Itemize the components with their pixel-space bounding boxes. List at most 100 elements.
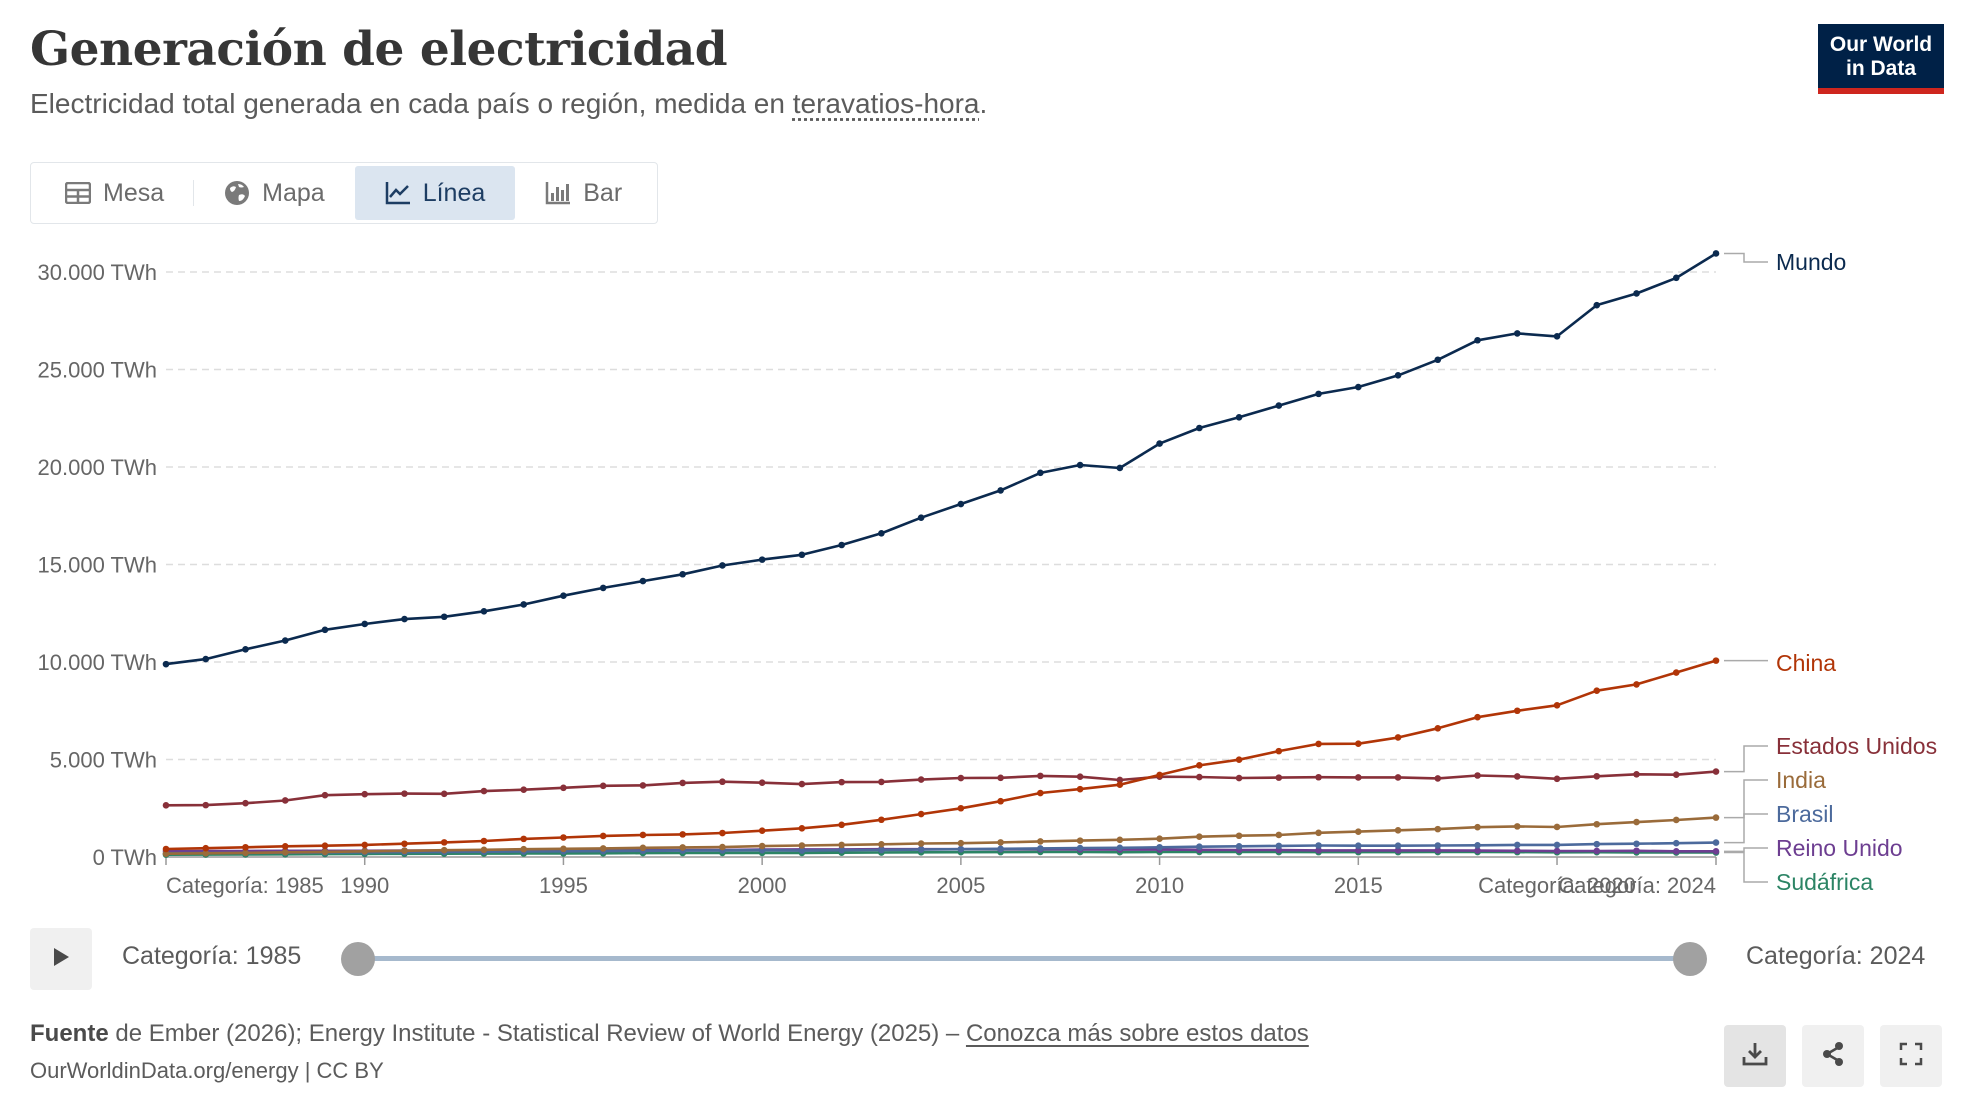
- data-point: [401, 790, 408, 797]
- tab-mesa[interactable]: Mesa: [35, 166, 195, 220]
- x-tick-label: 2015: [1334, 873, 1383, 898]
- data-point: [1712, 768, 1720, 775]
- data-point: [1394, 734, 1402, 741]
- data-point: [1394, 372, 1402, 379]
- data-point: [917, 846, 925, 853]
- fullscreen-button[interactable]: [1880, 1025, 1942, 1087]
- data-point: [997, 487, 1004, 494]
- series-label: India: [1776, 767, 1826, 793]
- data-point: [1156, 440, 1163, 447]
- data-point: [480, 837, 488, 845]
- data-point: [1235, 774, 1243, 782]
- data-point: [878, 778, 885, 786]
- data-point: [1553, 841, 1561, 849]
- data-point: [957, 839, 965, 847]
- data-point: [1672, 771, 1680, 779]
- data-point: [1474, 842, 1481, 849]
- share-button[interactable]: [1802, 1025, 1864, 1087]
- data-point: [1513, 773, 1521, 780]
- data-point: [1513, 330, 1521, 337]
- tab-bar[interactable]: Bar: [515, 166, 652, 220]
- data-point: [1196, 773, 1203, 781]
- data-point: [1712, 814, 1720, 821]
- data-point: [1355, 740, 1362, 748]
- data-point: [1196, 762, 1203, 769]
- data-point: [639, 577, 647, 585]
- data-point: [957, 500, 965, 508]
- tab-linea[interactable]: Línea: [354, 166, 516, 220]
- series-label: China: [1776, 650, 1836, 676]
- data-point: [1076, 844, 1084, 852]
- data-point: [401, 840, 408, 848]
- data-point: [281, 849, 289, 856]
- teravatios-hora-link[interactable]: teravatios-hora: [792, 88, 980, 119]
- data-point: [440, 839, 448, 846]
- data-point: [1593, 772, 1601, 780]
- data-point: [1434, 356, 1442, 364]
- tab-mapa[interactable]: Mapa: [194, 166, 355, 220]
- data-point: [520, 601, 527, 608]
- data-point: [1474, 336, 1481, 344]
- data-point: [1235, 842, 1243, 850]
- data-point: [1076, 837, 1084, 844]
- data-point: [878, 816, 885, 824]
- label-connector: [1724, 813, 1768, 844]
- data-point: [599, 845, 607, 852]
- data-point: [917, 810, 925, 818]
- owid-logo[interactable]: Our World in Data: [1818, 24, 1944, 94]
- series-label: Mundo: [1776, 249, 1846, 275]
- data-point: [719, 778, 726, 786]
- data-point: [1076, 461, 1084, 469]
- data-point: [1315, 773, 1322, 781]
- data-point: [1196, 843, 1203, 850]
- y-tick-label: 5.000 TWh: [50, 748, 157, 773]
- data-point: [1593, 301, 1601, 309]
- data-point: [1355, 828, 1362, 835]
- y-tick-label: 10.000 TWh: [38, 650, 157, 675]
- data-point: [1672, 274, 1680, 282]
- data-point: [1235, 413, 1243, 421]
- data-point: [1355, 383, 1362, 391]
- play-icon: [52, 947, 70, 972]
- data-point: [1633, 818, 1640, 826]
- download-button[interactable]: [1724, 1025, 1786, 1087]
- data-point: [878, 846, 885, 854]
- globe-icon: [224, 180, 250, 206]
- data-point: [242, 843, 249, 851]
- data-point: [1672, 816, 1680, 824]
- data-point: [1235, 756, 1243, 763]
- data-point: [440, 846, 448, 854]
- data-point: [520, 786, 527, 794]
- x-edge-label: Categoría: 1985: [166, 873, 324, 898]
- line-chart: 0 TWh 5.000 TWh 10.000 TWh 15.000 TWh 20.000…: [38, 249, 1938, 898]
- data-point: [1553, 847, 1561, 855]
- data-point: [719, 562, 726, 569]
- data-point: [917, 776, 925, 783]
- data-point: [1275, 831, 1283, 839]
- data-point: [361, 790, 369, 798]
- x-tick-label: 1990: [340, 873, 389, 898]
- series-label: Sudáfrica: [1776, 869, 1873, 895]
- learn-more-link[interactable]: Conozca más sobre estos datos: [965, 1020, 1309, 1047]
- data-point: [480, 608, 488, 615]
- series-line: [165, 252, 1717, 666]
- data-point: [1553, 701, 1561, 709]
- data-point: [639, 844, 647, 852]
- play-button[interactable]: [30, 928, 92, 990]
- data-point: [1553, 775, 1561, 783]
- timeline-track[interactable]: [358, 956, 1690, 961]
- timeline-start-handle[interactable]: [341, 942, 375, 976]
- data-point: [281, 797, 289, 804]
- chart-title: Generación de electricidad: [30, 22, 728, 77]
- data-point: [1355, 774, 1362, 781]
- data-point: [1275, 774, 1283, 781]
- data-point: [1355, 842, 1362, 849]
- data-point: [321, 626, 329, 634]
- data-point: [1394, 842, 1402, 849]
- timeline-end-handle[interactable]: [1673, 942, 1707, 976]
- bar-chart-icon: [545, 181, 571, 205]
- data-point: [997, 845, 1004, 853]
- data-point: [1513, 707, 1521, 715]
- data-point: [1633, 840, 1640, 848]
- data-point: [599, 782, 607, 790]
